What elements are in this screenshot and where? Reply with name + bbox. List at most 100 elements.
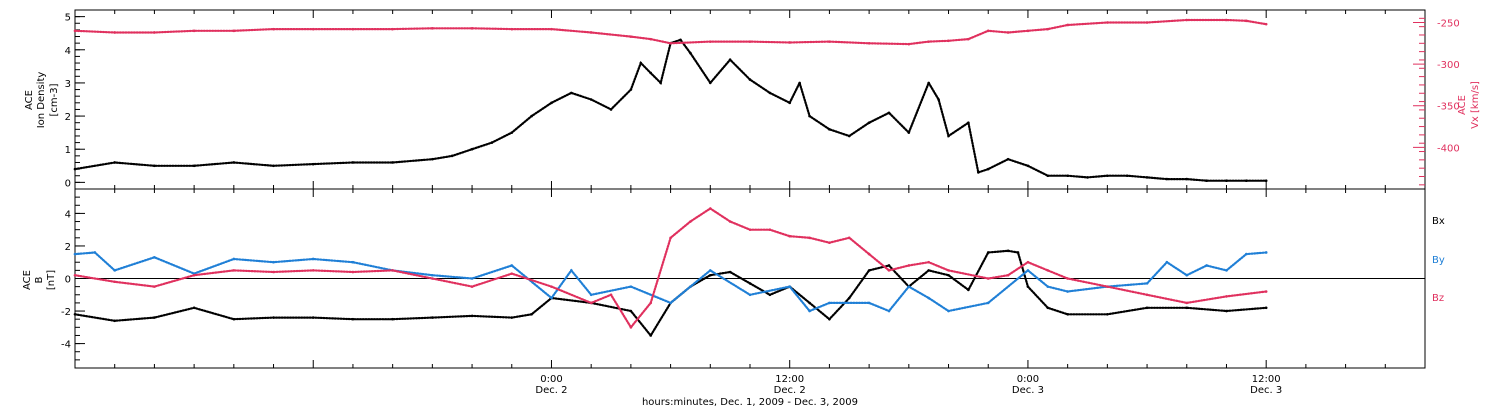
data-point xyxy=(1185,177,1189,181)
data-point xyxy=(1016,251,1020,254)
top-left-ytick-label: 2 xyxy=(65,112,71,123)
top-right-ytick-label: -350 xyxy=(1437,102,1460,113)
data-point xyxy=(192,164,196,168)
data-point xyxy=(232,269,236,272)
data-point xyxy=(669,42,672,45)
data-point xyxy=(490,141,494,144)
data-point xyxy=(947,39,950,43)
data-point xyxy=(967,121,970,125)
data-point xyxy=(629,326,633,329)
data-point xyxy=(927,260,930,264)
data-point xyxy=(73,313,77,316)
data-point xyxy=(887,269,891,272)
top-left-ylabel-line1: ACE xyxy=(24,90,35,110)
data-point xyxy=(391,161,394,164)
top-left-ytick-label: 3 xyxy=(65,79,71,90)
data-point xyxy=(927,40,930,43)
data-point xyxy=(986,301,990,305)
data-point xyxy=(828,241,831,244)
data-point xyxy=(748,282,752,285)
data-point xyxy=(907,264,911,267)
data-point xyxy=(937,98,940,101)
data-layer xyxy=(73,18,1268,338)
data-point xyxy=(1026,269,1030,272)
data-point xyxy=(272,27,275,31)
data-point xyxy=(351,260,355,264)
data-point xyxy=(470,27,474,30)
data-point xyxy=(867,301,871,305)
data-point xyxy=(1145,282,1149,285)
data-point xyxy=(986,167,990,171)
data-point xyxy=(93,251,97,254)
data-point xyxy=(272,270,275,274)
data-point xyxy=(828,128,831,131)
bottom-left-ylabel-line1: ACE xyxy=(22,270,33,290)
data-point xyxy=(391,27,394,31)
data-point xyxy=(887,264,891,267)
data-point xyxy=(589,31,593,34)
data-point xyxy=(510,272,514,275)
data-point xyxy=(1264,179,1268,183)
bottom-ytick-label: 0 xyxy=(65,275,71,286)
x-tick-label-date: Dec. 2 xyxy=(774,385,806,396)
data-point xyxy=(1026,260,1030,264)
data-point xyxy=(1046,285,1050,288)
data-point xyxy=(589,293,593,297)
data-point xyxy=(669,301,672,305)
data-point xyxy=(391,317,394,321)
axes-layer xyxy=(75,10,1425,368)
data-point xyxy=(708,207,712,210)
data-point xyxy=(649,334,653,337)
bottom-ytick-label: 2 xyxy=(65,242,71,253)
data-point xyxy=(927,269,930,272)
data-point xyxy=(768,91,772,95)
data-point xyxy=(311,162,315,166)
data-point xyxy=(73,252,77,256)
data-point xyxy=(1165,177,1169,181)
data-point xyxy=(1046,306,1050,310)
data-point xyxy=(828,317,831,321)
x-tick-label-time: 12:00 xyxy=(1252,374,1281,385)
data-point xyxy=(907,42,911,46)
data-point xyxy=(1185,306,1189,310)
data-point xyxy=(1006,31,1010,34)
data-point xyxy=(788,101,792,105)
data-point xyxy=(947,273,950,277)
data-point xyxy=(550,101,553,105)
data-point xyxy=(1205,179,1208,183)
data-point xyxy=(192,306,196,310)
data-point xyxy=(530,114,533,118)
data-point xyxy=(708,81,712,85)
data-point xyxy=(1106,313,1109,316)
top-right-ylabel-line2: Vx [km/s] xyxy=(1470,81,1481,129)
data-point xyxy=(1264,306,1268,310)
data-point xyxy=(431,277,434,280)
top-right-ytick-label: -250 xyxy=(1437,18,1460,29)
data-point xyxy=(311,257,315,261)
data-point xyxy=(510,264,514,267)
data-point xyxy=(669,236,672,240)
data-point xyxy=(788,41,792,44)
x-tick-label-time: 0:00 xyxy=(1017,374,1039,385)
data-point xyxy=(550,27,553,31)
data-point xyxy=(1066,23,1069,27)
x-axis-title: hours:minutes, Dec. 1, 2009 - Dec. 3, 20… xyxy=(642,397,858,408)
data-point xyxy=(73,29,77,33)
top-panel-frame xyxy=(74,9,1426,190)
top-left-ytick-label: 5 xyxy=(65,13,71,24)
data-point xyxy=(748,78,752,81)
data-point xyxy=(927,296,930,300)
data-point xyxy=(1106,21,1109,24)
data-point xyxy=(1106,285,1109,288)
data-point xyxy=(967,37,970,41)
top-left-ytick-label: 0 xyxy=(65,178,71,189)
data-point xyxy=(1185,273,1189,277)
data-point xyxy=(311,27,315,31)
data-point xyxy=(1006,157,1010,161)
bottom-left-ylabel-line3: [nT] xyxy=(46,270,57,290)
top-left-ytick-label: 4 xyxy=(65,46,71,57)
data-point xyxy=(947,309,950,313)
data-point xyxy=(153,285,156,288)
data-point xyxy=(728,58,732,62)
data-point xyxy=(113,280,117,284)
